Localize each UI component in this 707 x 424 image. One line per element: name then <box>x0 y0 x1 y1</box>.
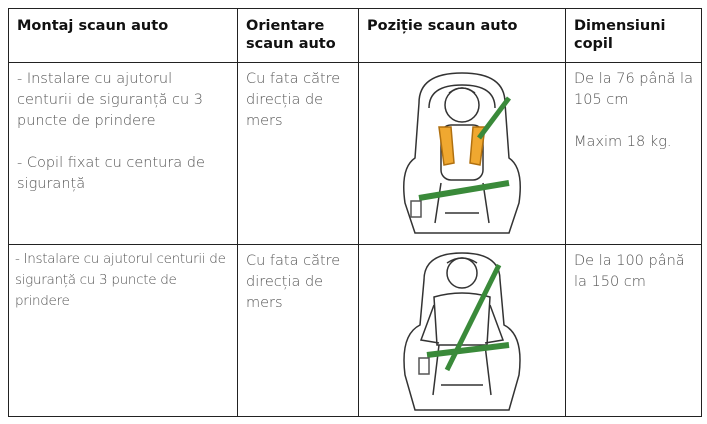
cell: Cu fata către direcția de mers <box>237 244 359 417</box>
cell: De la 76 până la 105 cm Maxim 18 kg. <box>565 62 702 245</box>
text: Cu fata către direcția de mers <box>246 253 341 311</box>
text: De la 100 până la 150 cm <box>574 253 685 290</box>
cell: Cu fata către direcția de mers <box>237 62 359 245</box>
cell <box>358 62 566 245</box>
header-cell: Poziție scaun auto <box>358 8 566 63</box>
text: De la 76 până la 105 cm <box>574 71 693 108</box>
cell: De la 100 până la 150 cm <box>565 244 702 417</box>
header-cell: Orientare scaun auto <box>237 8 359 63</box>
cell: - Instalare cu ajutorul centurii de sigu… <box>8 244 238 417</box>
text: Cu fata către direcția de mers <box>246 71 341 129</box>
table: Montaj scaun auto Orientare scaun auto P… <box>8 8 702 417</box>
row: - Instalare cu ajutorul centurii de sigu… <box>8 244 702 417</box>
seat-illustration <box>403 252 521 411</box>
text: - Copil fixat cu centura de siguranță <box>17 155 205 192</box>
text: Maxim 18 kg. <box>574 134 672 150</box>
header-cell: Montaj scaun auto <box>8 8 238 63</box>
text: - Instalare cu ajutorul centurii de sigu… <box>15 251 226 309</box>
seat-illustration <box>403 72 521 234</box>
row: - Instalare cu ajutorul centurii de sigu… <box>8 62 702 245</box>
cell: - Instalare cu ajutorul centurii de sigu… <box>8 62 238 245</box>
header-row: Montaj scaun auto Orientare scaun auto P… <box>8 8 702 63</box>
text: - Instalare cu ajutorul centurii de sigu… <box>17 71 204 129</box>
cell <box>358 244 566 417</box>
header-cell: Dimensiuni copil <box>565 8 702 63</box>
